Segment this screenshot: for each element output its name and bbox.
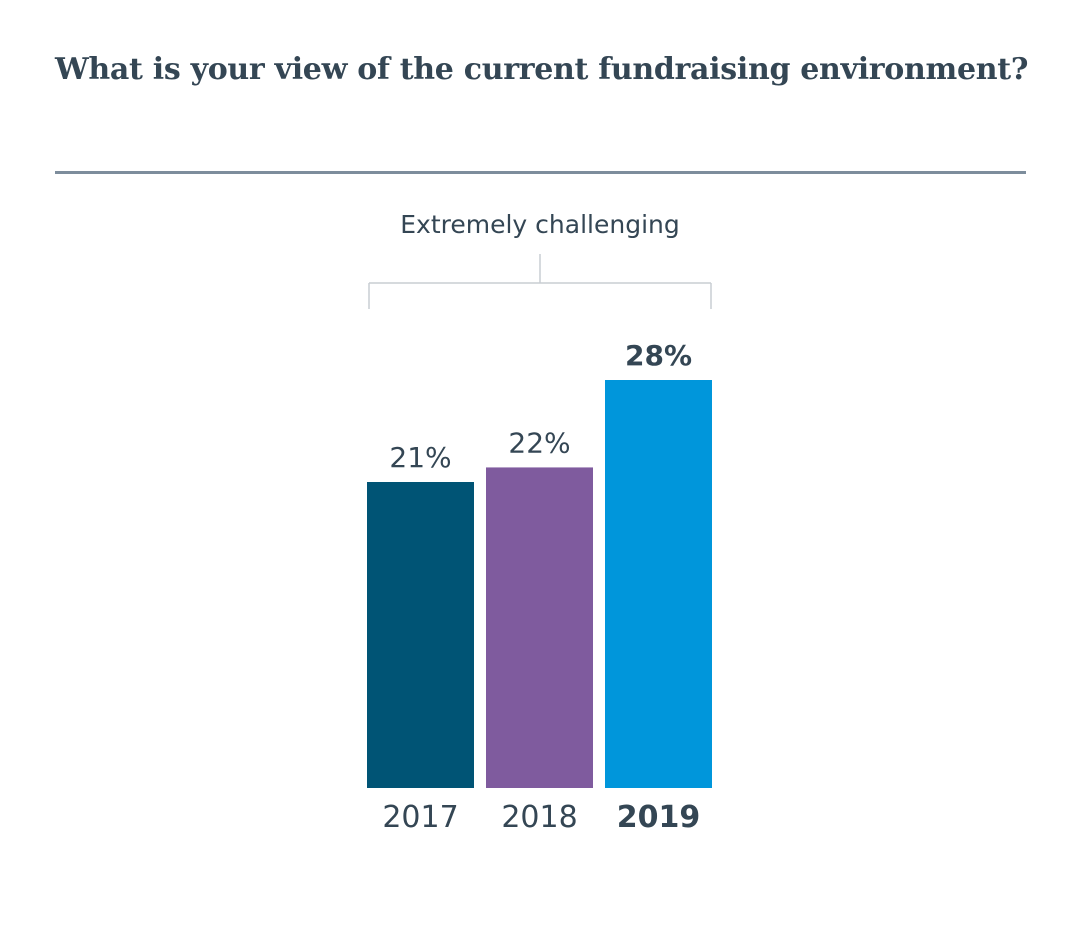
group-label: Extremely challenging [400,210,680,239]
bar-2019 [605,380,712,788]
category-label-2019: 2019 [617,800,701,835]
bar-2018 [486,467,593,788]
value-labels-group: 21% 22% 28% [389,339,692,474]
category-labels-group: 2017 2018 2019 [382,800,700,835]
title-divider [55,171,1026,174]
bars-group [367,380,712,788]
value-label-2018: 22% [508,426,570,459]
bar-2017 [367,482,474,788]
category-label-2018: 2018 [501,800,577,835]
chart-title: What is your view of the current fundrai… [55,52,1029,87]
group-bracket [368,254,712,309]
value-label-2019: 28% [625,339,692,372]
value-label-2017: 21% [389,441,451,474]
category-label-2017: 2017 [382,800,458,835]
